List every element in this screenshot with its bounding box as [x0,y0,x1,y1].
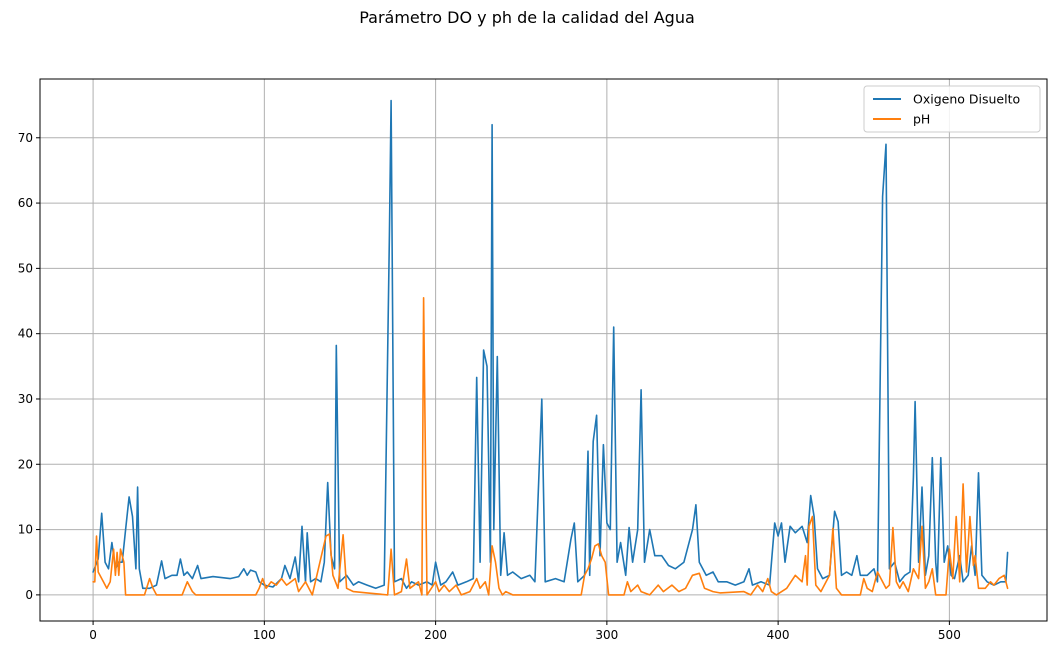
y-tick-label: 70 [18,131,33,145]
y-tick-label: 20 [18,457,33,471]
axis-ticks: 0 100 200 300 400 500 0 10 20 30 40 50 60 70 [18,131,961,642]
legend: Oxigeno Disuelto pH [863,85,1041,133]
x-tick-label: 0 [89,628,97,642]
y-tick-label: 30 [18,392,33,406]
legend-label-ph: pH [913,112,930,127]
legend-label-oxigeno: Oxigeno Disuelto [913,92,1020,107]
legend-box [863,85,1041,133]
plot-area-frame [39,78,1048,622]
x-tick-label: 500 [938,628,961,642]
y-tick-label: 10 [18,523,33,537]
series-line-ph [92,297,1009,596]
y-tick-label: 0 [25,588,33,602]
series-line-oxigeno-disuelto [92,99,1009,590]
x-tick-label: 400 [767,628,790,642]
x-tick-label: 200 [424,628,447,642]
y-tick-label: 60 [18,196,33,210]
series-lines [92,99,1009,596]
y-tick-label: 40 [18,327,33,341]
x-tick-label: 300 [595,628,618,642]
y-tick-label: 50 [18,261,33,275]
x-tick-label: 100 [253,628,276,642]
chart-title: Parámetro DO y ph de la calidad del Agua [359,8,695,27]
grid-lines [40,79,1047,621]
